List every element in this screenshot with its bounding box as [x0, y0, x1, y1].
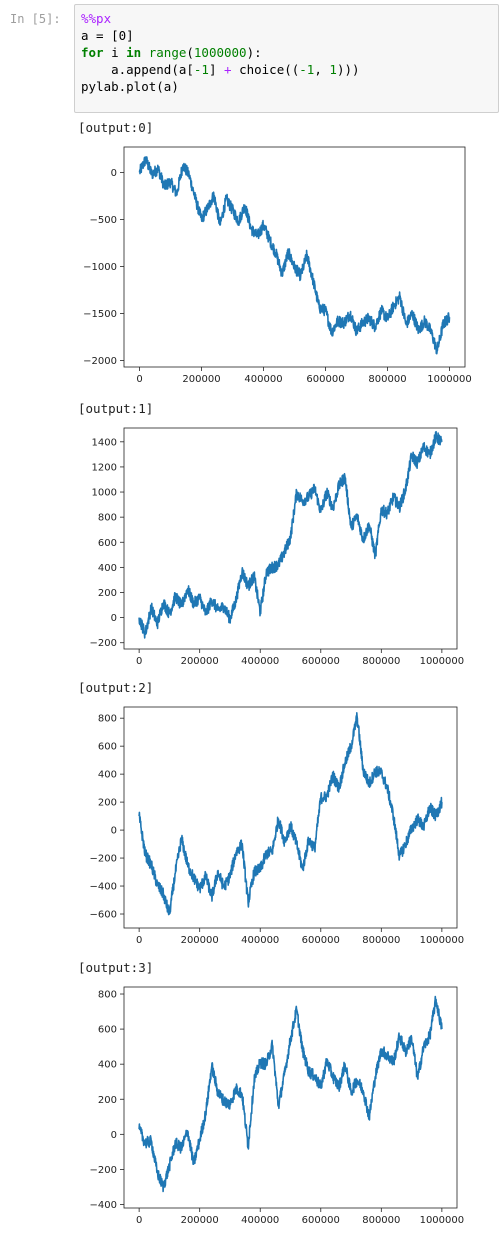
plot-frame — [123, 706, 458, 929]
y-tick-label: 800 — [98, 990, 117, 1001]
x-tick-label: 1000000 — [420, 656, 465, 667]
plot-3: 0 200000 400000 600000 800000 1000000 800 600 40… — [90, 986, 465, 1226]
y-tick-label: −200 — [90, 638, 117, 649]
y-tick-label: −1500 — [83, 309, 117, 320]
x-tick-label: 800000 — [362, 656, 400, 667]
x-tick-label: 800000 — [362, 1215, 400, 1226]
code-line-1: %%px — [81, 11, 112, 26]
input-prompt: In [5]: — [10, 12, 61, 26]
x-tick-label: 0 — [136, 656, 142, 667]
y-tick-label: 200 — [98, 1095, 117, 1106]
x-tick-label: 200000 — [181, 656, 219, 667]
x-tick-label: 1000000 — [420, 935, 465, 946]
output-label-3: [output:3] — [78, 960, 154, 975]
code-cell[interactable]: %%px a = [0] for i in range(1000000): a.… — [74, 4, 499, 113]
x-tick-label: 1000000 — [427, 374, 472, 385]
y-tick-label: −200 — [90, 854, 117, 865]
code-line-4: a.append(a[-1] + choice((-1, 1))) — [81, 62, 360, 77]
y-tick-label: 600 — [98, 742, 117, 753]
data-series-line — [138, 995, 443, 1193]
y-tick-label: −200 — [90, 1165, 117, 1176]
output-label-1: [output:1] — [78, 401, 154, 416]
y-tick-label: −600 — [90, 910, 117, 921]
y-tick-label: 600 — [98, 538, 117, 549]
y-tick-label: 1200 — [92, 462, 117, 473]
x-tick-label: 1000000 — [420, 1215, 465, 1226]
output-label-2: [output:2] — [78, 680, 154, 695]
x-tick-label: 600000 — [302, 656, 340, 667]
y-tick-label: 0 — [111, 826, 117, 837]
code-line-3: for i in range(1000000): — [81, 45, 262, 60]
y-tick-label: 0 — [111, 1130, 117, 1141]
y-tick-label: −1000 — [83, 262, 117, 273]
x-tick-label: 800000 — [362, 935, 400, 946]
plot-2: 0 200000 400000 600000 800000 1000000 800 600 40… — [90, 706, 465, 946]
output-label-0: [output:0] — [78, 120, 154, 135]
x-tick-label: 0 — [136, 374, 142, 385]
x-tick-label: 0 — [136, 935, 142, 946]
y-tick-label: 400 — [98, 563, 117, 574]
y-tick-label: −400 — [90, 882, 117, 893]
x-tick-label: 200000 — [182, 374, 220, 385]
y-tick-label: −400 — [90, 1200, 117, 1211]
y-tick-label: 200 — [98, 588, 117, 599]
x-tick-label: 400000 — [241, 656, 279, 667]
code-line-2: a = [0] — [81, 28, 134, 43]
x-tick-label: 200000 — [181, 935, 219, 946]
y-tick-label: 0 — [111, 168, 117, 179]
x-tick-label: 400000 — [244, 374, 282, 385]
y-tick-label: 1000 — [92, 488, 117, 499]
y-tick-label: 800 — [98, 714, 117, 725]
y-tick-label: 0 — [111, 613, 117, 624]
x-tick-label: 800000 — [368, 374, 406, 385]
data-series-line — [138, 430, 443, 639]
x-tick-label: 600000 — [302, 1215, 340, 1226]
code-line-5: pylab.plot(a) — [81, 79, 179, 94]
y-tick-label: 400 — [98, 1060, 117, 1071]
x-tick-label: 600000 — [306, 374, 344, 385]
plot-1: 0 200000 400000 600000 800000 1000000 1400 1200… — [90, 427, 465, 667]
y-tick-label: 400 — [98, 770, 117, 781]
data-series-line — [138, 156, 451, 355]
plot-0: 0 200000 400000 600000 800000 1000000 0 −500 −10… — [83, 146, 472, 385]
data-series-line — [138, 712, 443, 916]
y-tick-label: −500 — [90, 215, 117, 226]
y-tick-label: 1400 — [92, 437, 117, 448]
x-tick-label: 400000 — [241, 1215, 279, 1226]
plot-frame — [123, 427, 458, 650]
x-tick-label: 400000 — [241, 935, 279, 946]
plot-frame — [123, 146, 466, 368]
y-tick-label: 600 — [98, 1025, 117, 1036]
plot-frame — [123, 986, 458, 1209]
y-tick-label: −2000 — [83, 356, 117, 367]
x-tick-label: 200000 — [181, 1215, 219, 1226]
y-tick-label: 800 — [98, 513, 117, 524]
x-tick-label: 0 — [136, 1215, 142, 1226]
x-tick-label: 600000 — [302, 935, 340, 946]
y-tick-label: 200 — [98, 798, 117, 809]
